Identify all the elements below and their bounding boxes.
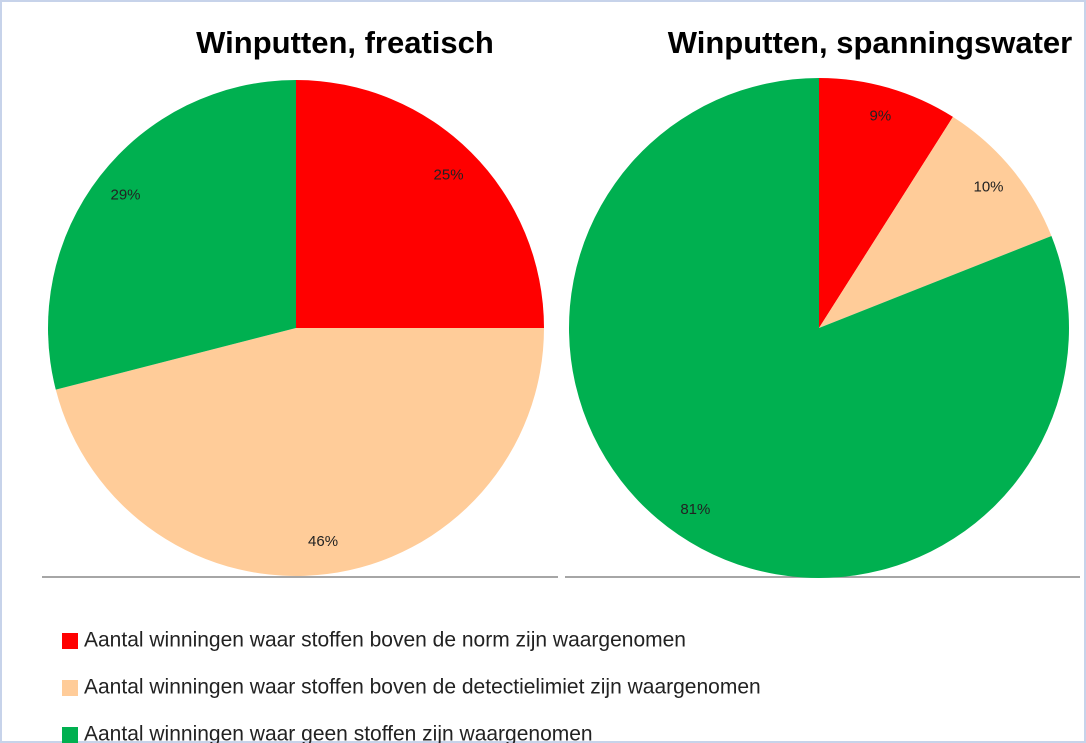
data-label: 81%: [680, 501, 710, 518]
legend-label: Aantal winningen waar geen stoffen zijn …: [84, 723, 593, 743]
chart-title: Winputten, spanningswater: [668, 25, 1072, 60]
data-label: 9%: [870, 108, 892, 125]
legend-label: Aantal winningen waar stoffen boven de d…: [84, 676, 761, 699]
pie-slice: [296, 80, 544, 328]
pie-slice: [819, 78, 953, 328]
legend-label: Aantal winningen waar stoffen boven de n…: [84, 629, 686, 652]
legend-swatch: [62, 680, 78, 696]
legend-swatch: [62, 633, 78, 649]
data-label: 29%: [111, 187, 141, 204]
legend-swatch: [62, 727, 78, 743]
pie-slice: [47, 80, 297, 390]
data-label: 46%: [308, 533, 338, 550]
pie-slice: [819, 116, 1052, 328]
pie-slice: [55, 328, 544, 576]
data-label: 25%: [434, 166, 464, 183]
pie-slice: [569, 78, 1069, 578]
data-label: 10%: [973, 179, 1003, 196]
chart-title: Winputten, freatisch: [196, 25, 494, 60]
